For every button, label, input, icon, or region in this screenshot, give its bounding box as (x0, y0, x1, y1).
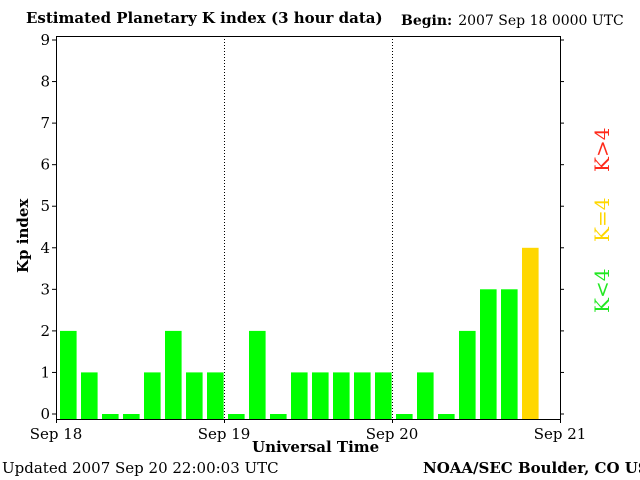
y-tick-label: 5 (40, 197, 50, 215)
kp-bar (144, 372, 161, 419)
kp-bar (396, 414, 413, 419)
x-tick-layer: Sep 18 Sep 19 Sep 20 Sep 21 (30, 419, 587, 443)
kp-bar (459, 330, 476, 419)
y-tick-label: 1 (40, 363, 50, 381)
plot-frame (56, 36, 561, 420)
kp-bar (480, 289, 497, 419)
kp-bar (501, 289, 518, 419)
day-divider-layer (224, 36, 393, 419)
kp-bar (165, 330, 182, 419)
kp-bar (207, 372, 224, 419)
kp-bar (249, 330, 266, 419)
kp-bar (186, 372, 203, 419)
x-tick-label: Sep 18 (30, 425, 83, 443)
y-tick-label: 4 (40, 239, 50, 257)
kp-bar (270, 414, 287, 419)
kp-bar (354, 372, 371, 419)
kp-bar (375, 372, 392, 419)
x-tick-label: Sep 21 (534, 425, 587, 443)
y-tick-label: 8 (40, 73, 50, 91)
chart-title: Estimated Planetary K index (3 hour data… (26, 9, 383, 27)
kp-bar (60, 330, 77, 419)
kp-bar (102, 414, 119, 419)
begin-label: Begin: (401, 13, 453, 29)
kp-bar (312, 372, 329, 419)
kp-bar (438, 414, 455, 419)
updated-timestamp: Updated 2007 Sep 20 22:00:03 UTC (2, 459, 279, 477)
kp-bar (81, 372, 98, 419)
x-tick-label: Sep 20 (366, 425, 419, 443)
kp-bar (522, 247, 539, 419)
y-tick-label: 3 (40, 280, 50, 298)
y-tick-label: 0 (40, 405, 50, 423)
y-tick-label: 9 (40, 31, 50, 49)
y-tick-label: 6 (40, 156, 50, 174)
y-tick-layer: 0 1 2 3 4 5 6 7 8 9 (40, 31, 564, 423)
kp-bar (417, 372, 434, 419)
credit-text: NOAA/SEC Boulder, CO USA (423, 459, 640, 477)
x-tick-label: Sep 19 (198, 425, 251, 443)
bars-layer (60, 247, 539, 419)
kp-bar (333, 372, 350, 419)
kp-bar (291, 372, 308, 419)
begin-value: 2007 Sep 18 0000 UTC (458, 13, 624, 29)
kp-bar (123, 414, 140, 419)
x-axis-label: Universal Time (252, 438, 380, 456)
begin-time: Begin: 2007 Sep 18 0000 UTC (401, 13, 624, 29)
y-tick-label: 2 (40, 322, 50, 340)
y-tick-label: 7 (40, 114, 50, 132)
kp-bar (228, 414, 245, 419)
